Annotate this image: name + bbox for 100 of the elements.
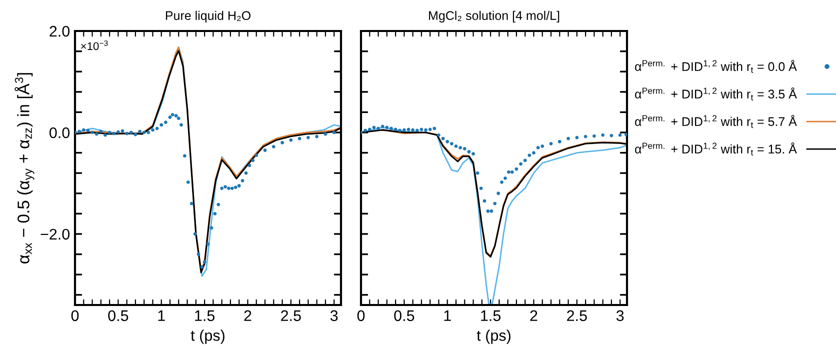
point: [99, 130, 103, 134]
x-tick-label: 3: [616, 310, 624, 322]
point: [112, 132, 116, 136]
point: [213, 212, 217, 216]
point: [446, 140, 450, 144]
point: [528, 154, 532, 158]
point: [237, 184, 241, 188]
legend-label: α$^{Perm.}$ + DID$^{1,2}$ with r$_{t}$ = 15. Å: [635, 142, 797, 156]
x-tick-label: 2.5: [281, 310, 301, 322]
point: [519, 162, 522, 166]
point: [82, 128, 86, 132]
x-tick-label: 0.5: [394, 310, 414, 322]
point: [402, 128, 406, 132]
point: [142, 130, 146, 134]
point: [601, 133, 605, 137]
point: [479, 186, 483, 190]
point: [506, 170, 510, 174]
point: [182, 154, 186, 158]
point: [450, 142, 454, 146]
point: [104, 133, 107, 137]
point: [496, 192, 500, 196]
point: [202, 260, 206, 264]
point: [510, 170, 514, 174]
point: [170, 113, 174, 116]
point: [398, 128, 402, 132]
x-tick-label: 1.5: [481, 310, 501, 322]
point: [372, 126, 376, 130]
point: [472, 152, 475, 156]
x-axis-title: t (ps): [190, 330, 224, 344]
x-tick-label: 3: [330, 310, 338, 322]
x-tick-label: 1.5: [195, 310, 215, 322]
point: [428, 128, 432, 132]
x-tick-label: 2.5: [567, 310, 587, 322]
point: [332, 130, 336, 134]
point: [575, 136, 579, 140]
point: [415, 128, 419, 132]
point: [90, 130, 94, 134]
point: [263, 148, 267, 152]
point: [532, 151, 536, 154]
chart-title: MgCl₂ solution [4 mol/L]: [429, 10, 560, 22]
x-tick-label: 2: [244, 310, 252, 321]
point: [174, 114, 178, 118]
x-axis-title: t (ps): [476, 330, 510, 344]
point: [160, 123, 164, 127]
point: [230, 186, 234, 190]
point: [186, 180, 190, 184]
legend-label: α$^{Perm.}$ + DID$^{1,2}$ with r$_{t}$ = 3.5 Å: [635, 87, 797, 100]
point: [254, 154, 258, 158]
point: [224, 185, 227, 188]
point: [467, 150, 471, 154]
point: [364, 128, 368, 132]
point: [146, 130, 150, 134]
point: [476, 171, 480, 175]
point: [176, 116, 180, 120]
point: [138, 130, 142, 134]
legend-label: α$^{Perm.}$ + DID$^{1,2}$ with r$_{t}$ = 5.7 Å: [635, 114, 797, 128]
x-tick-label: 1: [444, 310, 451, 321]
point: [86, 128, 90, 132]
point: [168, 116, 172, 119]
point: [566, 136, 570, 140]
point: [486, 209, 490, 213]
y-tick-label: 2.0: [50, 26, 70, 37]
point: [462, 147, 466, 150]
point: [490, 209, 494, 213]
point: [390, 126, 393, 130]
point: [206, 242, 210, 246]
point: [385, 126, 389, 130]
y-tick-label: 0.0: [50, 127, 70, 138]
point: [420, 128, 424, 132]
point: [234, 186, 238, 189]
x-tick-label: 0: [357, 310, 365, 322]
x-tick-label: 1: [158, 310, 165, 321]
point: [368, 128, 372, 132]
point: [220, 186, 224, 190]
point: [280, 140, 284, 144]
point: [411, 128, 415, 132]
point: [151, 128, 154, 132]
point: [394, 128, 398, 132]
point: [380, 124, 384, 128]
point: [289, 138, 293, 142]
x-tick-label: 0.5: [108, 310, 128, 322]
point: [315, 134, 319, 138]
point: [523, 158, 527, 162]
point: [196, 252, 200, 256]
point: [210, 226, 214, 230]
point: [116, 130, 120, 134]
point: [78, 130, 82, 134]
point: [306, 136, 310, 140]
point: [536, 146, 540, 150]
point: [200, 265, 204, 269]
point: [624, 132, 627, 136]
y-tick-label: −2.0: [40, 228, 70, 240]
text: α$_{xx}$ − 0.5 (α$_{yy}$ + α$_{zz}$) in [Å$^{3}$]: [14, 73, 34, 264]
point: [540, 144, 544, 148]
point: [504, 176, 507, 180]
point: [251, 158, 255, 162]
point: [558, 140, 562, 144]
x-tick-label: 2: [530, 310, 538, 321]
point: [458, 146, 462, 150]
point: [454, 144, 458, 148]
